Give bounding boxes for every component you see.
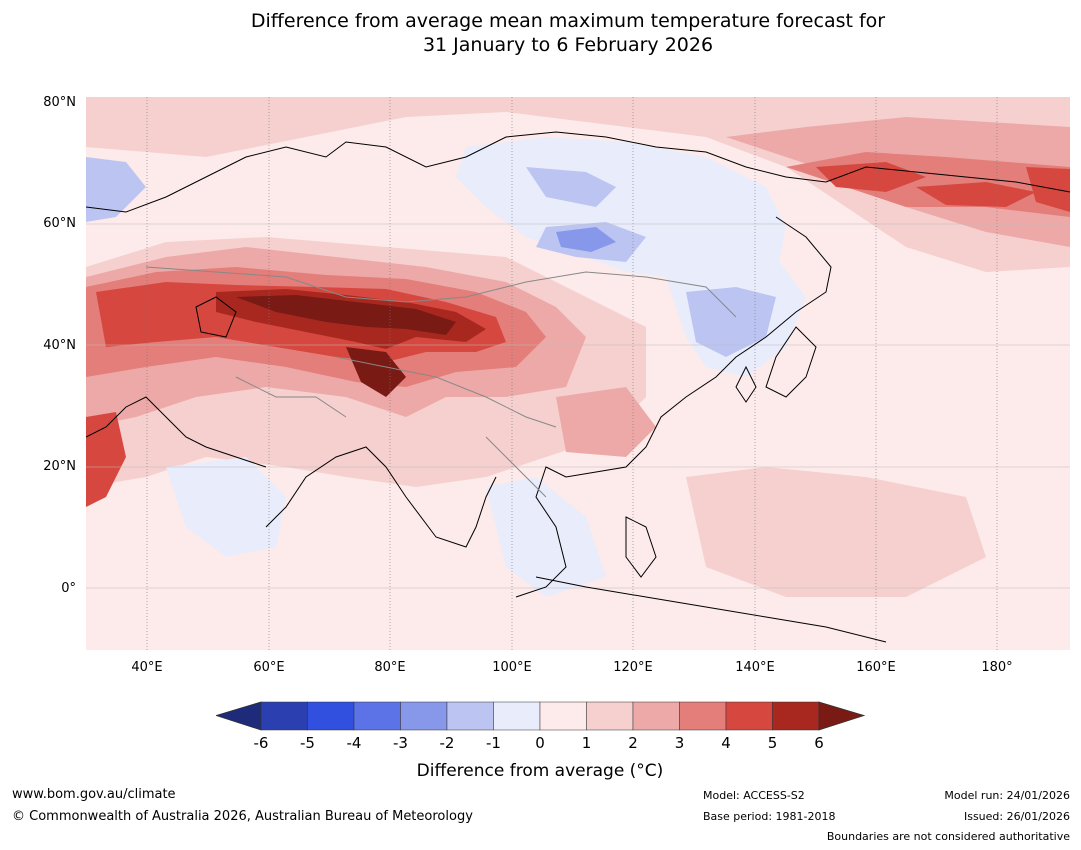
copyright-text: © Commonwealth of Australia 2026, Austra… [12,809,473,824]
anomaly-region-chukotka [816,162,1070,212]
colorbar-extend-low [216,701,262,731]
anomaly-region-south-china-warm [556,387,656,457]
title-line-2: 31 January to 6 February 2026 [422,34,714,56]
colorbar-tick-label: -5 [300,734,315,752]
colorbar-tick-label: 2 [628,734,638,752]
colorbar-segment [260,701,308,731]
colorbar-segment [679,701,727,731]
lon-label-120e: 120°E [613,660,653,675]
anomaly-region-siberia-coolest [556,227,616,252]
colorbar-segment [400,701,448,731]
colorbar-segment [539,701,587,731]
anomaly-contours [86,97,1070,650]
boundaries-disclaimer: Boundaries are not considered authoritat… [826,830,1070,843]
lon-label-100e: 100°E [492,660,532,675]
colorbar-tick-label: -2 [439,734,455,752]
forecast-map [86,97,1070,650]
lat-label-20n: 20°N [43,459,76,474]
colorbar-segment [353,701,401,731]
lon-label-140e: 140°E [735,660,775,675]
colorbar-extend-high [818,701,866,731]
issued-date: Issued: 26/01/2026 [963,810,1070,823]
colorbar-label: Difference from average (°C) [416,761,664,781]
colorbar-tick-label: 5 [767,734,778,752]
colorbar-segment [307,701,355,731]
colorbar-segment [493,701,541,731]
colorbar [216,701,866,731]
title-line-1: Difference from average mean maximum tem… [250,10,886,32]
colorbar-segment [446,701,494,731]
colorbar-tick-label: -4 [346,734,362,752]
lat-label-60n: 60°N [43,216,76,231]
anomaly-region-indochina-cool [486,477,606,597]
country-borders [145,266,737,498]
base-period: Base period: 1981-2018 [703,810,836,823]
website-link[interactable]: www.bom.gov.au/climate [12,787,176,802]
colorbar-segment [725,701,773,731]
colorbar-tick-label: 3 [674,734,685,752]
anomaly-region-india-cool [166,457,286,557]
lat-label-40n: 40°N [43,338,76,353]
lon-label-60e: 60°E [253,660,285,675]
colorbar-tick-label: -3 [393,734,408,752]
model-run-date: Model run: 24/01/2026 [944,789,1070,802]
lon-label-160e: 160°E [856,660,896,675]
lon-label-40e: 40°E [131,660,163,675]
anomaly-region-pacific-warm [686,467,986,597]
colorbar-segment [586,701,634,731]
lat-label-0: 0° [61,581,76,596]
lat-label-80n: 80°N [43,95,76,110]
colorbar-tick-label: -6 [253,734,269,752]
anomaly-region-arctic-cool [86,157,146,222]
coastlines [86,131,1070,643]
lon-label-80e: 80°E [374,660,406,675]
anomaly-region-siberia-cooler [526,167,646,262]
colorbar-tick-label: 6 [814,734,824,752]
colorbar-tick-label: 4 [721,734,731,752]
anomaly-region-tibet-peak [236,295,456,397]
graticule [86,97,1070,650]
chart-title: Difference from average mean maximum tem… [0,9,1081,57]
lon-label-180: 180° [981,660,1013,675]
anomaly-region-west-edge [86,412,126,507]
model-name: Model: ACCESS-S2 [703,789,805,802]
colorbar-tick-label: 1 [581,734,592,752]
colorbar-tick-label: 0 [535,734,545,752]
colorbar-tick-label: -1 [486,734,501,752]
colorbar-segment [772,701,820,731]
colorbar-segment [632,701,680,731]
anomaly-region-manchuria-cooler [686,287,776,357]
